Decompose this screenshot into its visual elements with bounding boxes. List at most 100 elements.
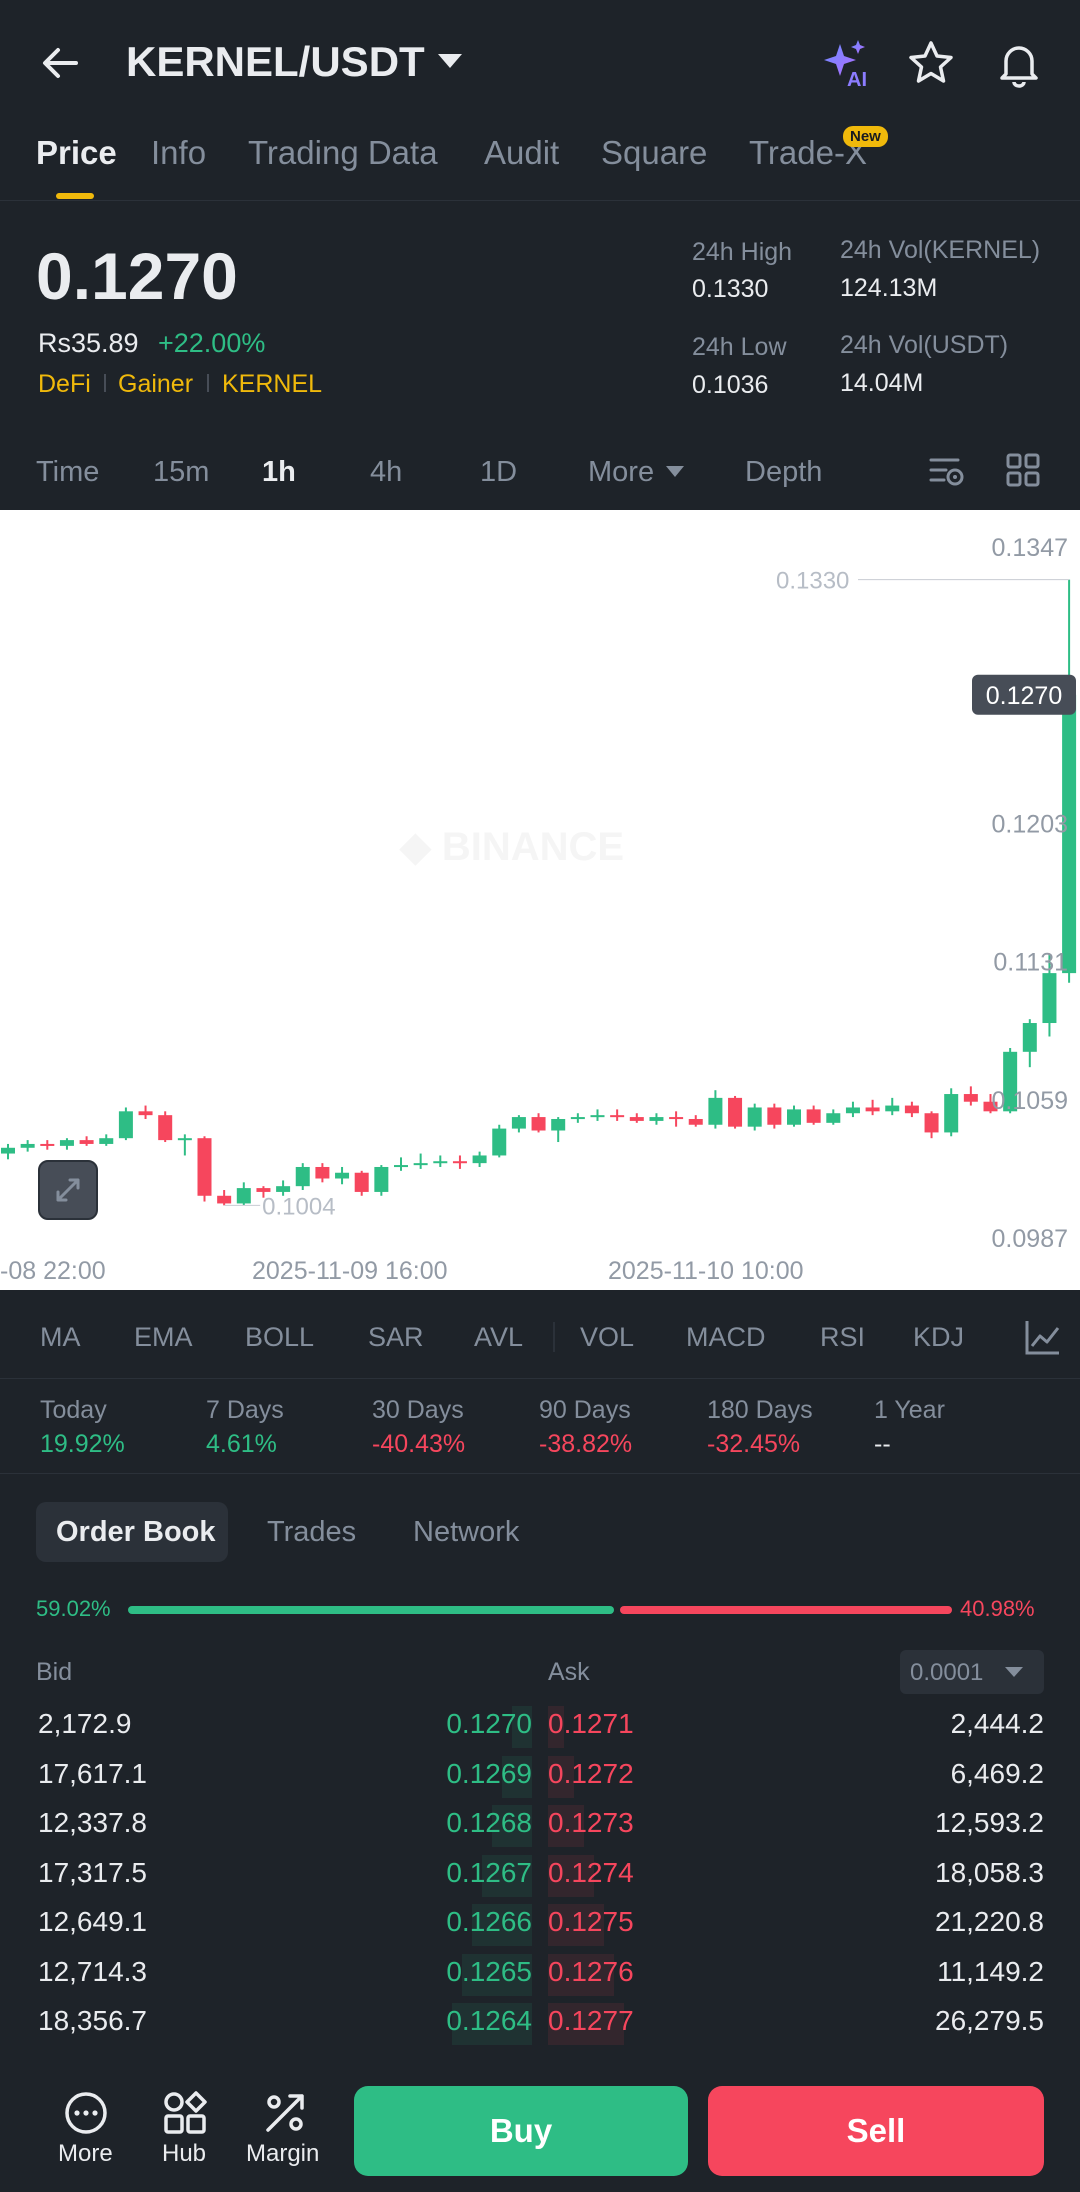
bid-quantity: 18,356.7 bbox=[38, 2005, 147, 2036]
ask-price: 0.1272 bbox=[548, 1757, 634, 1789]
order-book-row[interactable]: 18,356.7 0.1264 0.1277 26,279.5 bbox=[0, 1997, 1080, 2047]
bid-price: 0.1266 bbox=[446, 1906, 532, 1937]
tab-audit[interactable]: Audit bbox=[484, 134, 560, 171]
caret-down-icon[interactable] bbox=[1005, 1667, 1023, 1677]
hub-icon[interactable] bbox=[162, 2090, 208, 2136]
indicator-kdj[interactable]: KDJ bbox=[913, 1322, 965, 1352]
buy-button[interactable]: Buy bbox=[354, 2086, 688, 2176]
high-value: 0.1330 bbox=[692, 275, 769, 303]
bid-quantity: 17,617.1 bbox=[38, 1757, 147, 1789]
tag-gainer[interactable]: Gainer bbox=[118, 370, 194, 398]
ask-quantity: 18,058.3 bbox=[935, 1856, 1044, 1888]
order-book-row[interactable]: 17,317.5 0.1267 0.1274 18,058.3 bbox=[0, 1849, 1080, 1899]
divider bbox=[0, 1378, 1080, 1379]
interval-1d[interactable]: 1D bbox=[480, 456, 518, 488]
indicator-ma[interactable]: MA bbox=[40, 1322, 81, 1352]
order-book-row[interactable]: 12,337.8 0.1268 0.1273 12,593.2 bbox=[0, 1799, 1080, 1849]
price-change-percent: +22.00% bbox=[158, 328, 266, 358]
candle-body bbox=[983, 1101, 998, 1112]
order-book-row[interactable]: 12,649.1 0.1266 0.1275 21,220.8 bbox=[0, 1898, 1080, 1948]
interval-more[interactable]: More bbox=[588, 456, 655, 488]
ask-quantity: 6,469.2 bbox=[950, 1757, 1044, 1789]
bottom-margin-label[interactable]: Margin bbox=[246, 2140, 320, 2167]
candle-body bbox=[20, 1143, 35, 1148]
candle-body bbox=[787, 1109, 801, 1125]
caret-down-icon[interactable] bbox=[666, 466, 684, 477]
perf-today-value: 19.92% bbox=[40, 1430, 125, 1458]
ask-depth-bar bbox=[548, 1854, 594, 1897]
candle-body bbox=[433, 1161, 448, 1164]
y-axis-tick: 0.1347 bbox=[992, 534, 1068, 562]
tag-defi[interactable]: DeFi bbox=[38, 370, 91, 398]
indicator-sar[interactable]: SAR bbox=[368, 1322, 424, 1352]
indicator-avl[interactable]: AVL bbox=[474, 1322, 524, 1352]
bottom-hub-label[interactable]: Hub bbox=[162, 2140, 207, 2167]
star-icon[interactable] bbox=[906, 38, 956, 88]
order-book-row[interactable]: 17,617.1 0.1269 0.1272 6,469.2 bbox=[0, 1750, 1080, 1800]
tab-price[interactable]: Price bbox=[36, 134, 117, 171]
tag-separator bbox=[104, 374, 106, 392]
order-book-row[interactable]: 2,172.9 0.1270 0.1271 2,444.2 bbox=[0, 1700, 1080, 1750]
indicator-macd[interactable]: MACD bbox=[686, 1322, 766, 1352]
margin-icon[interactable] bbox=[262, 2090, 308, 2136]
bid-quantity: 12,337.8 bbox=[38, 1807, 147, 1838]
candle-body bbox=[806, 1109, 821, 1123]
bid-ratio: 59.02% bbox=[36, 1596, 111, 1621]
tab-info[interactable]: Info bbox=[151, 134, 207, 171]
more-dots-icon[interactable] bbox=[63, 2090, 109, 2136]
indicator-vol[interactable]: VOL bbox=[580, 1322, 635, 1352]
bid-quantity: 2,172.9 bbox=[38, 1708, 132, 1739]
ai-sparkle-icon[interactable]: AI bbox=[820, 36, 874, 91]
back-arrow-icon[interactable] bbox=[36, 38, 86, 88]
bid-price: 0.1267 bbox=[446, 1856, 532, 1888]
indicator-rsi[interactable]: RSI bbox=[820, 1322, 866, 1352]
tab-order-book-bg[interactable] bbox=[36, 1502, 228, 1562]
candle-body bbox=[944, 1094, 959, 1133]
tab-order-book[interactable]: Order Book bbox=[56, 1516, 216, 1548]
tab-network[interactable]: Network bbox=[413, 1516, 520, 1548]
candle-body bbox=[865, 1107, 880, 1112]
tag-kernel[interactable]: KERNEL bbox=[222, 370, 323, 398]
candle-body bbox=[688, 1118, 703, 1125]
chart-settings-icon[interactable] bbox=[928, 452, 966, 490]
candle-body bbox=[256, 1188, 271, 1192]
interval-4h[interactable]: 4h bbox=[370, 456, 403, 488]
caret-down-icon[interactable] bbox=[438, 54, 462, 68]
last-price: 0.1270 bbox=[36, 239, 238, 313]
candle-body bbox=[354, 1172, 369, 1192]
interval-15m[interactable]: 15m bbox=[153, 456, 210, 488]
grid-layout-icon[interactable] bbox=[1005, 452, 1041, 488]
interval-depth[interactable]: Depth bbox=[745, 456, 823, 488]
candlestick-chart[interactable]: ◆ BINANCE 0.13470.12750.12030.11310.1059… bbox=[0, 510, 1080, 1290]
order-book-row[interactable]: 12,714.3 0.1265 0.1276 11,149.2 bbox=[0, 1948, 1080, 1998]
ask-price: 0.1276 bbox=[548, 1955, 634, 1987]
candle-body bbox=[99, 1138, 114, 1144]
ask-price: 0.1271 bbox=[548, 1708, 634, 1739]
indicator-boll[interactable]: BOLL bbox=[245, 1322, 315, 1352]
chart-canvas[interactable]: ◆ BINANCE 0.13470.12750.12030.11310.1059… bbox=[0, 510, 1080, 1290]
tab-square[interactable]: Square bbox=[601, 134, 708, 171]
low-label: 24h Low bbox=[692, 333, 787, 361]
candle-body bbox=[295, 1166, 310, 1187]
candle-body bbox=[492, 1128, 507, 1156]
interval-time[interactable]: Time bbox=[36, 456, 100, 488]
candle-body bbox=[767, 1107, 782, 1125]
indicator-ema[interactable]: EMA bbox=[134, 1322, 193, 1352]
bell-icon[interactable] bbox=[994, 38, 1044, 88]
sell-button[interactable]: Sell bbox=[708, 2086, 1044, 2176]
pair-title[interactable]: KERNEL/USDT bbox=[126, 38, 425, 85]
tab-trading-data[interactable]: Trading Data bbox=[248, 134, 438, 171]
y-axis-tick: 0.1131 bbox=[993, 949, 1068, 977]
expand-icon[interactable] bbox=[38, 1160, 98, 1220]
bottom-more-label[interactable]: More bbox=[58, 2140, 113, 2167]
ask-price: 0.1273 bbox=[548, 1807, 634, 1838]
interval-1h[interactable]: 1h bbox=[262, 456, 296, 488]
last-price-tag bbox=[972, 674, 1076, 715]
new-badge: New bbox=[843, 126, 888, 147]
candle-body bbox=[59, 1140, 74, 1146]
candle-body bbox=[629, 1117, 644, 1121]
tick-size-value[interactable]: 0.0001 bbox=[910, 1659, 984, 1686]
bid-price: 0.1270 bbox=[446, 1708, 532, 1739]
tab-trades[interactable]: Trades bbox=[267, 1516, 357, 1548]
indicator-chart-icon[interactable] bbox=[1024, 1318, 1062, 1356]
